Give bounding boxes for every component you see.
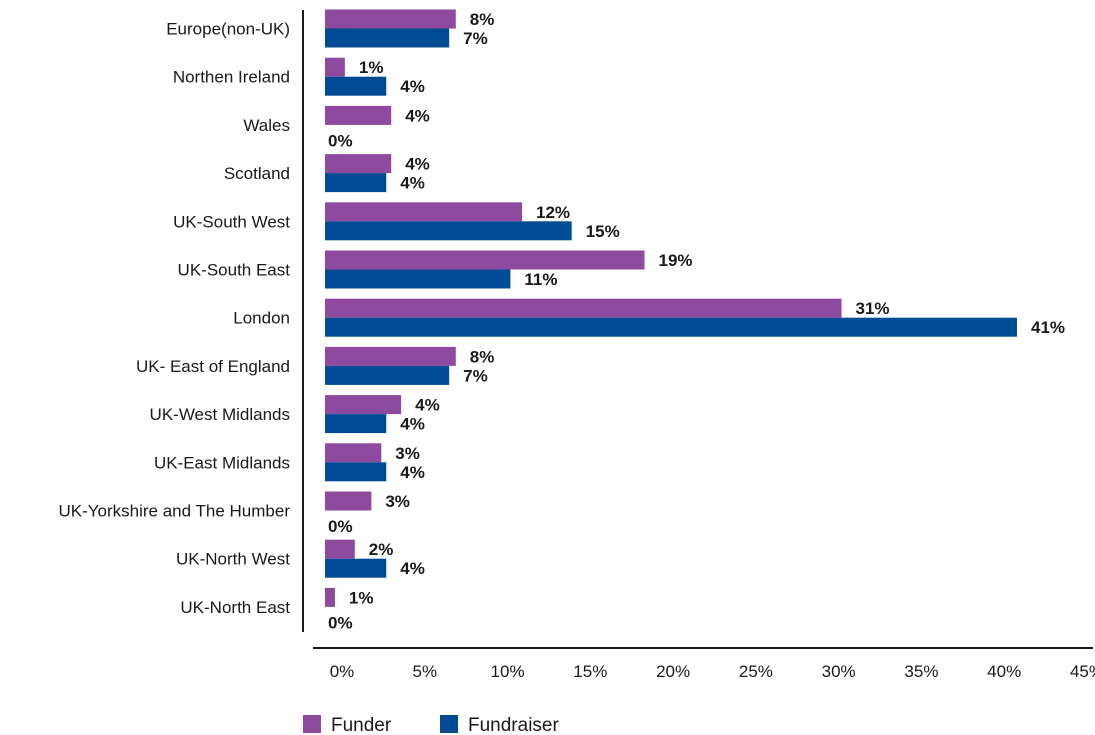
data-label-funder: 1% — [349, 588, 374, 607]
data-label-fundraiser: 15% — [586, 222, 620, 241]
data-label-funder: 1% — [359, 58, 384, 77]
value-axis-tick-labels: 0% 5% 10% 15% 20% 25% 30% 35% 40% 45% — [330, 662, 1095, 681]
legend-swatch-fundraiser — [440, 715, 458, 733]
category-label: UK-North West — [176, 550, 290, 569]
bar-fundraiser — [325, 173, 387, 193]
legend: Funder Fundraiser — [303, 715, 559, 735]
data-label-funder: 4% — [405, 106, 430, 125]
data-label-fundraiser: 0% — [328, 613, 353, 632]
data-label-funder: 8% — [470, 347, 495, 366]
x-tick-label: 25% — [739, 662, 773, 681]
bar-funder — [325, 491, 372, 511]
data-label-fundraiser: 4% — [400, 174, 425, 193]
legend-label-fundraiser: Fundraiser — [468, 715, 559, 735]
data-label-fundraiser: 11% — [524, 270, 557, 289]
category-label: UK-North East — [180, 598, 290, 617]
bar-funder — [325, 539, 355, 559]
data-label-funder: 19% — [659, 251, 693, 270]
data-label-funder: 4% — [415, 396, 440, 415]
category-label: UK-South West — [173, 212, 290, 231]
bar-fundraiser — [325, 269, 511, 289]
data-label-fundraiser: 0% — [328, 131, 353, 150]
bars-group — [325, 9, 1017, 607]
bar-fundraiser — [325, 414, 387, 434]
x-tick-label: 30% — [822, 662, 856, 681]
data-label-fundraiser: 41% — [1031, 318, 1065, 337]
x-tick-label: 0% — [330, 662, 355, 681]
category-label: UK-South East — [178, 261, 291, 280]
bar-funder — [325, 105, 392, 125]
bar-funder — [325, 395, 402, 415]
data-label-fundraiser: 7% — [463, 366, 488, 385]
category-label: Wales — [243, 116, 290, 135]
bar-funder — [325, 57, 345, 77]
category-label: Europe(non-UK) — [166, 20, 290, 39]
data-label-funder: 4% — [405, 155, 430, 174]
x-tick-label: 10% — [491, 662, 525, 681]
category-label: Scotland — [224, 164, 290, 183]
data-labels-group: 8%7%1%4%4%0%4%4%12%15%19%11%31%41%8%7%4%… — [328, 10, 1065, 632]
bar-fundraiser — [325, 365, 450, 385]
data-label-funder: 12% — [536, 203, 570, 222]
data-label-fundraiser: 4% — [400, 559, 425, 578]
legend-swatch-funder — [303, 715, 321, 733]
x-tick-label: 20% — [656, 662, 690, 681]
bar-funder — [325, 346, 456, 366]
category-label: Northen Ireland — [173, 68, 290, 87]
x-tick-label: 45% — [1070, 662, 1095, 681]
data-label-funder: 31% — [856, 299, 890, 318]
category-axis-labels: Europe(non-UK) Northen Ireland Wales Scotla… — [58, 20, 290, 617]
bar-fundraiser — [325, 221, 572, 241]
bar-funder — [325, 154, 392, 174]
data-label-funder: 8% — [470, 10, 495, 29]
data-label-fundraiser: 4% — [400, 463, 425, 482]
data-label-fundraiser: 4% — [400, 77, 425, 96]
bar-funder — [325, 587, 335, 607]
category-label: UK- East of England — [136, 357, 290, 376]
bar-fundraiser — [325, 76, 387, 96]
bar-funder — [325, 250, 645, 270]
data-label-funder: 3% — [385, 492, 410, 511]
data-label-funder: 3% — [395, 444, 420, 463]
category-label: UK-East Midlands — [154, 453, 290, 472]
x-tick-label: 5% — [412, 662, 437, 681]
x-tick-label: 15% — [573, 662, 607, 681]
data-label-funder: 2% — [369, 540, 394, 559]
bar-funder — [325, 9, 456, 29]
bar-funder — [325, 298, 842, 318]
data-label-fundraiser: 4% — [400, 415, 425, 434]
category-label: UK-Yorkshire and The Humber — [58, 502, 290, 521]
x-tick-label: 40% — [987, 662, 1021, 681]
bar-funder — [325, 202, 523, 222]
bar-funder — [325, 443, 382, 463]
category-label: London — [233, 309, 290, 328]
bar-fundraiser — [325, 28, 450, 48]
bar-fundraiser — [325, 317, 1017, 337]
bar-fundraiser — [325, 558, 387, 578]
data-label-fundraiser: 0% — [328, 517, 353, 536]
x-tick-label: 35% — [904, 662, 938, 681]
bar-fundraiser — [325, 462, 387, 482]
data-label-fundraiser: 7% — [463, 29, 488, 48]
legend-label-funder: Funder — [331, 715, 392, 735]
category-label: UK-West Midlands — [150, 405, 290, 424]
